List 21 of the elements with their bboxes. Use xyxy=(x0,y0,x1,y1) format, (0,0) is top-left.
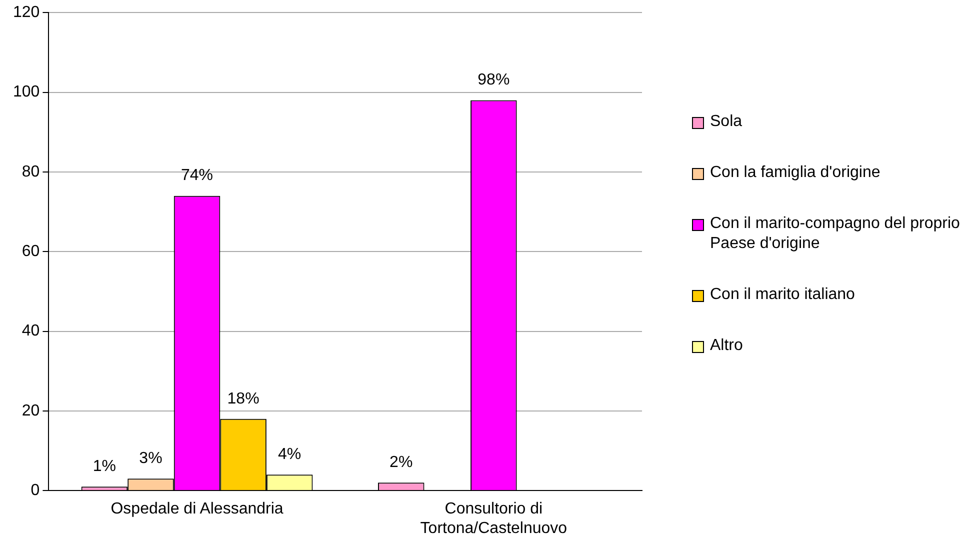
legend-label: Con il marito italiano xyxy=(710,285,855,305)
y-tick-label: 100 xyxy=(12,84,40,101)
data-label: 18% xyxy=(227,390,260,408)
y-tick-label: 60 xyxy=(22,243,40,260)
data-label: 1% xyxy=(92,458,116,476)
legend-label: Altro xyxy=(710,336,743,356)
x-tick-label: Ospedale di Alessandria xyxy=(110,500,284,518)
data-label: 74% xyxy=(181,167,214,184)
data-label: 98% xyxy=(478,72,510,89)
data-label: 2% xyxy=(390,454,413,472)
y-tick-label: 40 xyxy=(22,322,40,340)
legend-label: Con la famiglia d'origine xyxy=(710,163,880,183)
y-tick-label: 0 xyxy=(30,482,40,500)
y-tick-label: 80 xyxy=(22,163,40,180)
data-label: 4% xyxy=(278,446,302,464)
y-tick-label: 20 xyxy=(22,402,40,420)
legend-label: Sola xyxy=(710,112,742,132)
y-tick-label: 120 xyxy=(12,4,40,22)
data-label: 3% xyxy=(139,450,162,468)
x-tick-label: Consultorio di Tortona/Castelnuovo xyxy=(420,500,568,537)
legend-label: Con il marito-compagno del proprio Paese d'origine xyxy=(710,214,961,254)
